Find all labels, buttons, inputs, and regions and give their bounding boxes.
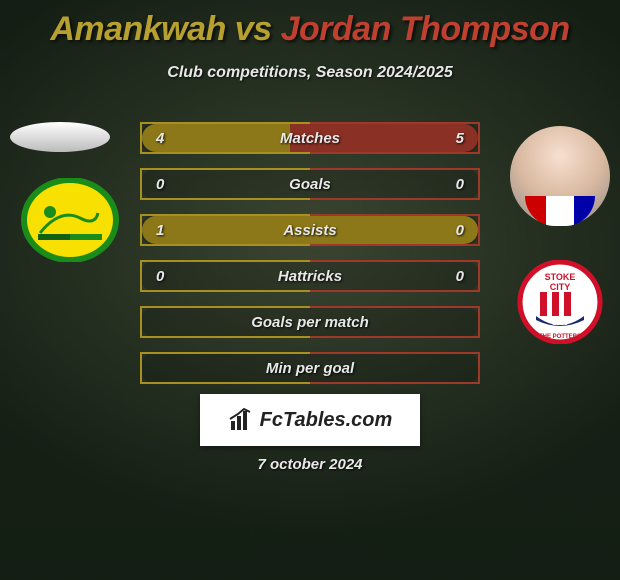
stat-row: Min per goal [140, 352, 480, 384]
stat-label: Matches [280, 130, 340, 147]
stat-value-right: 5 [456, 130, 464, 147]
stat-row: 1 Assists 0 [140, 214, 480, 246]
stat-value-left: 0 [156, 268, 164, 285]
svg-text:THE POTTERS: THE POTTERS [539, 334, 581, 340]
stat-value-left: 4 [156, 130, 164, 147]
player-left-name: Amankwah [50, 10, 226, 48]
stat-label: Min per goal [266, 360, 354, 377]
stat-row: 0 Hattricks 0 [140, 260, 480, 292]
title-vs: vs [226, 10, 281, 48]
stat-value-right: 0 [456, 176, 464, 193]
club-right-badge: STOKE CITY 1863 THE POTTERS [510, 260, 610, 344]
stat-value-left: 0 [156, 176, 164, 193]
stat-row: 4 Matches 5 [140, 122, 480, 154]
stat-label: Assists [283, 222, 336, 239]
player-right-avatar [510, 126, 610, 226]
stat-value-right: 0 [456, 268, 464, 285]
stat-value-left: 1 [156, 222, 164, 239]
comparison-card: Amankwah vs Jordan Thompson Club competi… [0, 0, 620, 580]
stat-label: Goals per match [251, 314, 369, 331]
svg-text:STOKE: STOKE [545, 272, 576, 282]
brand-text: FcTables.com [260, 409, 393, 432]
stat-row: Goals per match [140, 306, 480, 338]
brand-icon [228, 407, 254, 433]
stat-value-right: 0 [456, 222, 464, 239]
svg-text:CITY: CITY [550, 282, 571, 292]
date-label: 7 october 2024 [0, 456, 620, 473]
stat-row: 0 Goals 0 [140, 168, 480, 200]
title: Amankwah vs Jordan Thompson [0, 10, 620, 49]
svg-text:1863: 1863 [552, 320, 568, 327]
stat-label: Hattricks [278, 268, 342, 285]
stats-block: 4 Matches 5 0 Goals 0 1 Assists 0 0 Hattricks 0 Goal… [140, 122, 480, 398]
stat-label: Goals [289, 176, 331, 193]
subtitle: Club competitions, Season 2024/2025 [0, 64, 620, 82]
club-left-badge [20, 178, 120, 262]
brand-box: FcTables.com [200, 394, 420, 446]
player-left-avatar [10, 122, 110, 152]
player-right-name: Jordan Thompson [281, 10, 570, 48]
